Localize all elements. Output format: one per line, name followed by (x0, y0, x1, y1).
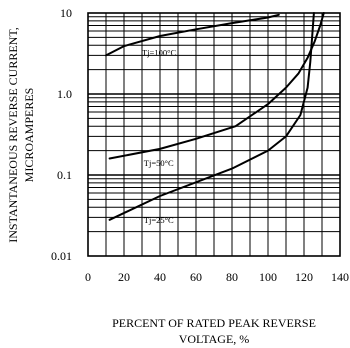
x-tick-label: 100 (259, 270, 277, 284)
x-tick-label: 40 (154, 270, 166, 284)
curve-labels: Tj=100°C Tj=50°C Tj=25°C (142, 47, 176, 225)
x-tick-label: 60 (190, 270, 202, 284)
y-tick-label: 10 (60, 6, 72, 20)
series-line-2 (108, 12, 325, 160)
y-tick-labels: 0.01 0.1 1.0 10 (51, 6, 72, 263)
series-line-3 (108, 12, 315, 221)
curve-label-2: Tj=50°C (144, 158, 174, 168)
y-tick-label: 1.0 (57, 87, 72, 101)
y-tick-label: 0.01 (51, 249, 72, 263)
curve-label-1: Tj=100°C (142, 47, 176, 57)
grid (88, 13, 340, 256)
plot-frame (87, 12, 341, 257)
series-line-1 (105, 13, 280, 57)
x-tick-label: 140 (331, 270, 349, 284)
y-tick-label: 0.1 (57, 168, 72, 182)
x-axis-title-line-1: PERCENT OF RATED PEAK REVERSE (112, 316, 316, 330)
x-tick-label: 0 (85, 270, 91, 284)
y-axis-title-line-1: INSTANTANEOUS REVERSE CURRENT, (6, 27, 20, 243)
x-tick-label: 80 (226, 270, 238, 284)
x-axis-title-line-2: VOLTAGE, % (179, 332, 250, 346)
x-tick-label: 20 (118, 270, 130, 284)
y-axis-title-line-2: MICROAMPERES (22, 88, 36, 183)
x-tick-label: 120 (295, 270, 313, 284)
x-tick-labels: 0 20 40 60 80 100 120 140 (85, 270, 349, 284)
curves (105, 12, 325, 221)
curve-label-3: Tj=25°C (144, 215, 174, 225)
